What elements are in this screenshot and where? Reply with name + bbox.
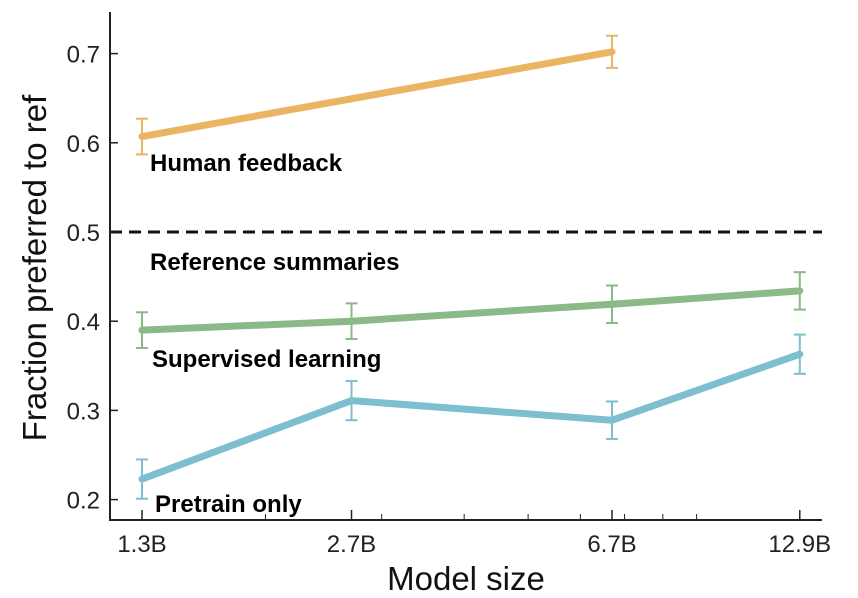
series-line <box>140 350 801 483</box>
data-point <box>138 475 146 483</box>
data-point <box>608 416 616 424</box>
series-line <box>141 48 613 141</box>
data-point <box>608 48 616 56</box>
x-tick-label: 1.3B <box>117 531 166 558</box>
y-axis-title: Fraction preferred to ref <box>16 94 53 441</box>
label-pretrain-only: Pretrain only <box>155 491 302 518</box>
label-reference: Reference summaries <box>150 249 399 276</box>
x-tick-label: 6.7B <box>587 531 636 558</box>
y-tick-label: 0.7 <box>67 42 100 69</box>
y-tick-label: 0.2 <box>67 488 100 515</box>
y-tick-label: 0.4 <box>67 309 100 336</box>
data-point <box>138 133 146 141</box>
x-tick-label: 12.9B <box>768 531 831 558</box>
label-supervised-learning: Supervised learning <box>152 346 381 373</box>
y-tick-label: 0.3 <box>67 398 100 425</box>
series-line <box>141 287 801 334</box>
data-point <box>796 287 804 295</box>
label-human-feedback: Human feedback <box>150 150 343 177</box>
data-point <box>347 317 355 325</box>
x-tick-label: 2.7B <box>327 531 376 558</box>
y-tick-label: 0.5 <box>67 220 100 247</box>
x-axis-title: Model size <box>387 560 545 597</box>
data-point <box>796 350 804 358</box>
data-point <box>608 300 616 308</box>
data-point <box>138 326 146 334</box>
data-point <box>347 397 355 405</box>
y-tick-label: 0.6 <box>67 131 100 158</box>
